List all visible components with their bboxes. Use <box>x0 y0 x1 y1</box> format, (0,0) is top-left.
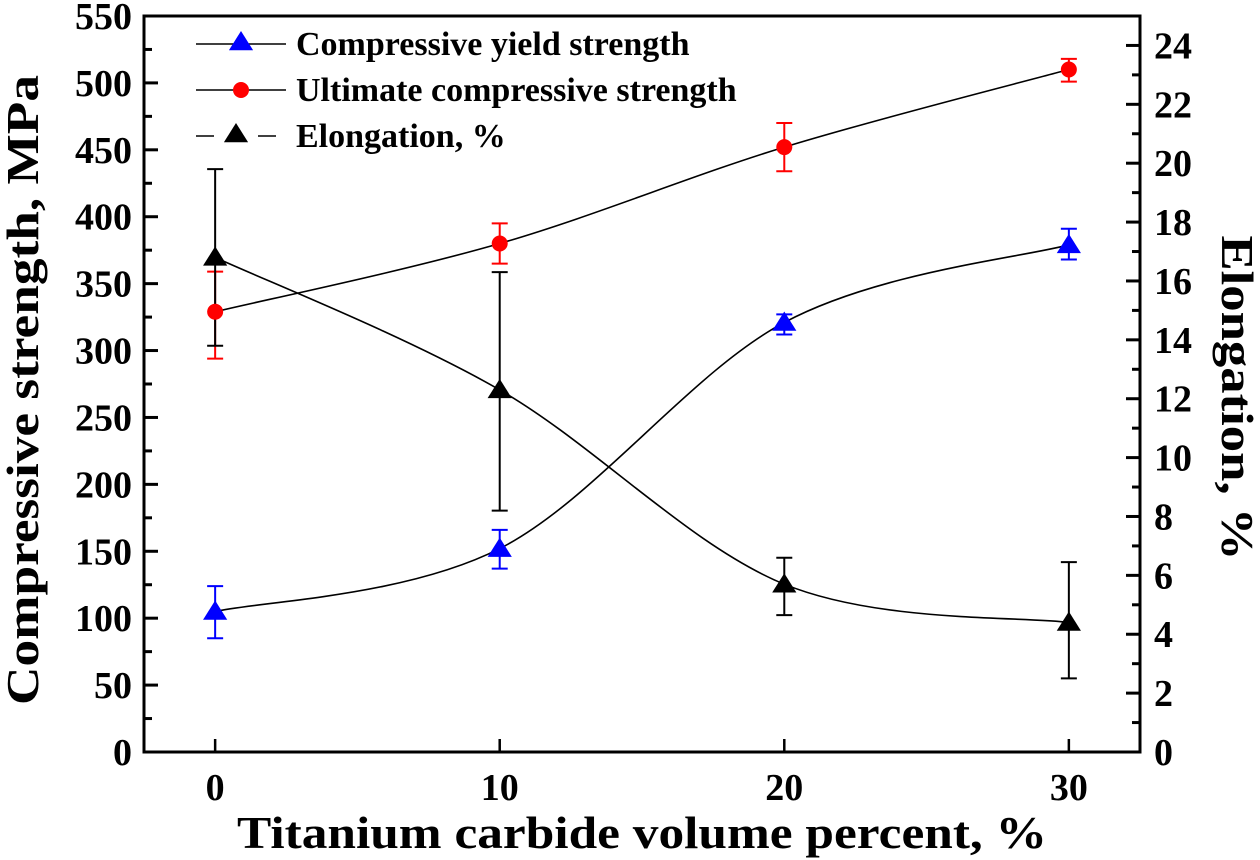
y2-tick-label: 14 <box>1154 320 1192 362</box>
y2-tick-label: 20 <box>1154 143 1192 185</box>
data-point <box>772 311 797 331</box>
y-tick-label: 200 <box>75 464 132 506</box>
y2-tick-label: 10 <box>1154 438 1192 480</box>
y2-tick-label: 4 <box>1154 614 1173 656</box>
data-point <box>203 246 228 266</box>
y2-tick-label: 24 <box>1154 25 1192 67</box>
y-tick-label: 150 <box>75 531 132 573</box>
data-point <box>1056 611 1081 631</box>
data-point <box>1056 233 1081 254</box>
x-tick-label: 20 <box>765 767 803 809</box>
data-point <box>487 537 512 557</box>
data-point <box>1060 61 1077 78</box>
legend-label: Compressive yield strength <box>296 26 690 63</box>
y-tick-label: 100 <box>75 598 132 640</box>
y2-tick-label: 12 <box>1154 379 1192 421</box>
y-tick-label: 500 <box>75 63 132 105</box>
series-line <box>214 244 1070 613</box>
legend-marker <box>228 31 254 51</box>
data-point <box>207 303 224 320</box>
data-markers <box>203 61 1081 631</box>
x-tick-label: 0 <box>206 767 225 809</box>
y-tick-label: 0 <box>113 732 132 774</box>
series-line <box>214 68 1070 313</box>
y2-tick-label: 8 <box>1154 496 1173 538</box>
tick-labels: 0501001502002503003504004505005500246810… <box>75 0 1192 809</box>
y-tick-label: 550 <box>75 0 132 38</box>
y2-tick-label: 2 <box>1154 673 1173 715</box>
y-tick-label: 350 <box>75 264 132 306</box>
legend: Compressive yield strength Ultimate compr… <box>196 26 737 155</box>
data-point <box>491 235 508 252</box>
data-point <box>203 600 228 620</box>
axis-ticks <box>144 14 1140 754</box>
y2-tick-label: 22 <box>1154 84 1192 126</box>
y-tick-label: 450 <box>75 130 132 172</box>
series-line <box>214 256 1069 624</box>
y2-tick-label: 16 <box>1154 261 1192 303</box>
error-bars <box>207 57 1077 680</box>
x-tick-label: 30 <box>1050 767 1088 809</box>
legend-label: Ultimate compressive strength <box>296 72 737 109</box>
x-axis-title: Titanium carbide volume percent, % <box>237 807 1047 858</box>
data-point <box>772 573 797 593</box>
y2-tick-label: 0 <box>1154 732 1173 774</box>
y-tick-label: 50 <box>94 665 132 707</box>
y2-tick-label: 6 <box>1154 555 1173 597</box>
y-tick-label: 300 <box>75 331 132 373</box>
legend-label: Elongation, % <box>296 118 506 155</box>
legend-marker <box>223 123 249 143</box>
plot-frame <box>142 14 1142 754</box>
legend-marker <box>233 82 249 98</box>
x-tick-label: 10 <box>481 767 519 809</box>
series-curves <box>214 68 1070 624</box>
data-point <box>776 139 793 156</box>
y2-tick-label: 18 <box>1154 202 1192 244</box>
y2-axis-title: Elongation, % <box>1212 236 1260 561</box>
y-axis-title: Compressive strength, MPa <box>0 75 48 705</box>
plot-border <box>142 14 1142 754</box>
data-point <box>487 378 512 399</box>
y-tick-label: 250 <box>75 397 132 439</box>
y-tick-label: 400 <box>75 197 132 239</box>
